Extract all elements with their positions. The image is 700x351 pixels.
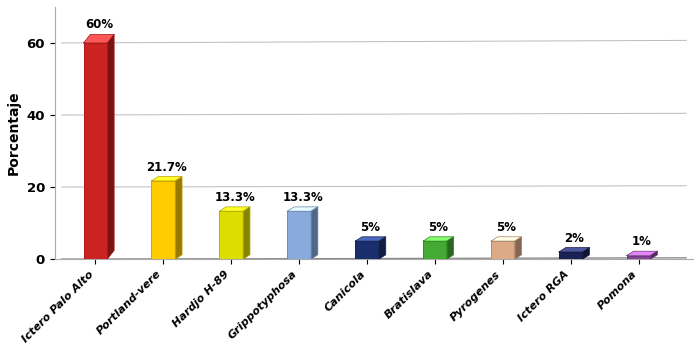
Text: 5%: 5% xyxy=(360,221,381,234)
Polygon shape xyxy=(151,181,175,259)
Polygon shape xyxy=(287,211,311,259)
Polygon shape xyxy=(559,252,582,259)
Polygon shape xyxy=(447,237,454,259)
Text: 1%: 1% xyxy=(632,235,652,248)
Polygon shape xyxy=(243,207,250,259)
Polygon shape xyxy=(83,34,114,43)
Polygon shape xyxy=(107,34,114,259)
Text: 13.3%: 13.3% xyxy=(214,191,255,204)
Text: 13.3%: 13.3% xyxy=(282,191,323,204)
Polygon shape xyxy=(151,177,182,181)
Polygon shape xyxy=(355,237,386,241)
Polygon shape xyxy=(582,247,589,259)
Polygon shape xyxy=(650,251,657,259)
Polygon shape xyxy=(355,241,379,259)
Polygon shape xyxy=(219,211,243,259)
Polygon shape xyxy=(514,237,522,259)
Polygon shape xyxy=(626,251,657,256)
Text: 60%: 60% xyxy=(85,19,113,32)
Polygon shape xyxy=(626,256,650,259)
Polygon shape xyxy=(287,207,318,211)
Polygon shape xyxy=(491,241,514,259)
Polygon shape xyxy=(559,247,589,252)
Text: 5%: 5% xyxy=(496,221,517,234)
Polygon shape xyxy=(491,237,522,241)
Text: 2%: 2% xyxy=(564,232,584,245)
Polygon shape xyxy=(423,237,454,241)
Polygon shape xyxy=(423,241,447,259)
Polygon shape xyxy=(83,43,107,259)
Polygon shape xyxy=(175,177,182,259)
Text: 5%: 5% xyxy=(428,221,449,234)
Polygon shape xyxy=(219,207,250,211)
Polygon shape xyxy=(379,237,386,259)
Polygon shape xyxy=(311,207,318,259)
Y-axis label: Porcentaje: Porcentaje xyxy=(7,91,21,176)
Text: 21.7%: 21.7% xyxy=(146,161,187,174)
